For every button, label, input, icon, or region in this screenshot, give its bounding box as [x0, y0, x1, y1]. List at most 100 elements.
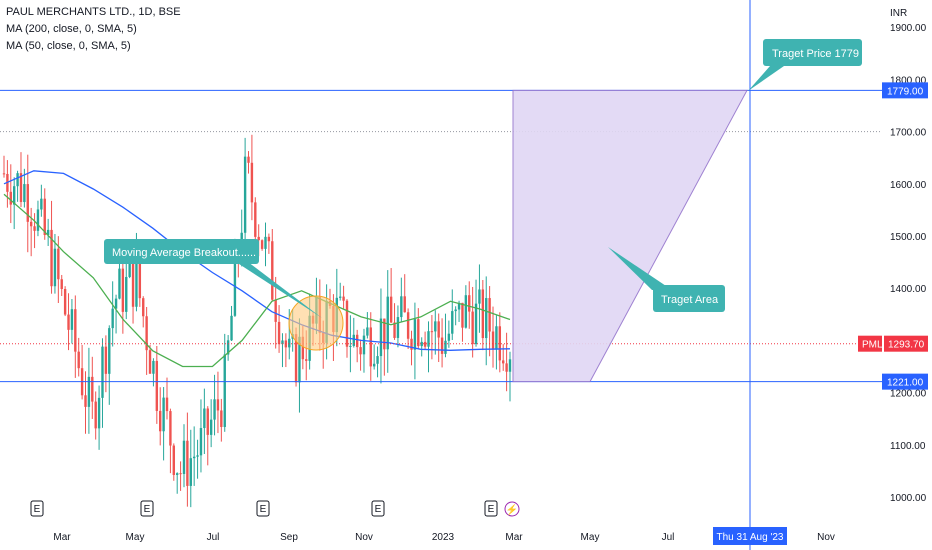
target-price-callout-text: Traget Price 1779 [772, 48, 859, 60]
candle-body [114, 298, 118, 309]
y-tick-label: 1200.00 [890, 389, 927, 400]
candle-body [254, 202, 257, 237]
candle-body [352, 334, 355, 346]
ma50-line [3, 193, 511, 368]
x-tick-label: May [581, 532, 600, 543]
y-tick-label: 1900.00 [890, 23, 927, 34]
earnings-marker: E [375, 504, 382, 515]
breakout-callout-pointer [236, 262, 322, 318]
earnings-marker: E [34, 504, 41, 515]
candle-body [169, 411, 172, 446]
candle-body [203, 408, 206, 429]
earnings-marker-box [256, 500, 270, 517]
target-price-tag-bg [882, 82, 928, 99]
candle-body [485, 298, 488, 339]
candle-body [359, 347, 362, 355]
candle-body [53, 248, 57, 287]
crosshair-date-tag: Thu 31 Aug '23 [717, 532, 784, 543]
candle-body [505, 363, 508, 372]
candle-body [471, 311, 474, 345]
support-tag: 1221.00 [887, 378, 924, 389]
candle-body [498, 326, 502, 361]
candle-body [301, 336, 305, 360]
candle-body [12, 186, 16, 205]
candle-body [481, 289, 485, 339]
candle-body [46, 229, 50, 236]
candle-body [355, 334, 359, 348]
candle-body [40, 198, 43, 210]
candle-body [508, 359, 512, 372]
candle-body [400, 296, 403, 318]
candle-body [478, 289, 481, 304]
candle-body [206, 408, 209, 435]
candle-body [434, 321, 437, 332]
candle-body [33, 226, 36, 231]
candle-body [362, 335, 366, 355]
candle-body [383, 318, 386, 350]
candle-body [464, 295, 468, 328]
candle-body [491, 331, 495, 350]
earnings-marker-box [140, 500, 154, 517]
candle-body [152, 360, 155, 374]
candle-body [288, 338, 291, 348]
x-tick-label: Nov [817, 532, 835, 543]
currency-label: INR [890, 8, 907, 19]
candle-body [182, 440, 186, 474]
candle-body [94, 401, 97, 429]
target-price-tag: 1779.00 [887, 86, 924, 97]
earnings-marker: E [260, 504, 267, 515]
candle-body [26, 184, 29, 222]
y-tick-label: 1700.00 [890, 128, 927, 139]
candle-body [376, 356, 379, 364]
x-tick-label: Sep [280, 532, 298, 543]
candle-body [226, 340, 230, 355]
candle-body [213, 399, 216, 420]
candle-body [294, 334, 298, 383]
target-price-callout-box [763, 39, 862, 66]
candle-body [393, 322, 396, 338]
candle-body [379, 318, 383, 357]
candle-body [118, 268, 121, 299]
breakout-circle [288, 295, 344, 351]
candle-body [91, 376, 94, 402]
candle-body [451, 311, 454, 334]
candle-body [60, 279, 63, 289]
chart-legend: PAUL MERCHANTS LTD., 1D, BSE MA (200, cl… [6, 4, 181, 55]
candle-body [186, 440, 189, 486]
candle-body [495, 326, 498, 350]
candle-body [468, 295, 471, 312]
earnings-marker-box [30, 500, 44, 517]
candle-body [101, 346, 104, 398]
dividend-marker: ⚡ [506, 503, 518, 516]
candle-body [29, 221, 33, 227]
candle-body [474, 303, 478, 345]
candle-body [131, 263, 135, 307]
candle-body [36, 209, 40, 231]
candle-body [423, 341, 427, 347]
candle-body [281, 340, 284, 345]
breakout-callout-box [104, 239, 259, 264]
symbol-tag: PML [862, 340, 883, 351]
candle-body [196, 455, 199, 457]
y-tick-label: 1400.00 [890, 284, 927, 295]
candle-body [430, 331, 434, 333]
target-area-zone [512, 89, 748, 383]
candle-body [16, 173, 19, 187]
candle-body [369, 327, 372, 367]
candle-body [70, 309, 74, 330]
x-tick-label: May [126, 532, 145, 543]
candle-body [447, 333, 451, 341]
candle-body [264, 236, 267, 249]
candle-body [121, 268, 125, 312]
candle-body [427, 331, 430, 347]
candle-body [298, 336, 301, 383]
candle-body [67, 314, 70, 330]
support-tag-bg [882, 373, 928, 390]
candle-body [403, 296, 406, 313]
candle-body [104, 346, 108, 374]
candle-body [87, 376, 91, 407]
candle-body [461, 302, 464, 328]
candle-body [9, 191, 12, 205]
earnings-marker: E [144, 504, 151, 515]
